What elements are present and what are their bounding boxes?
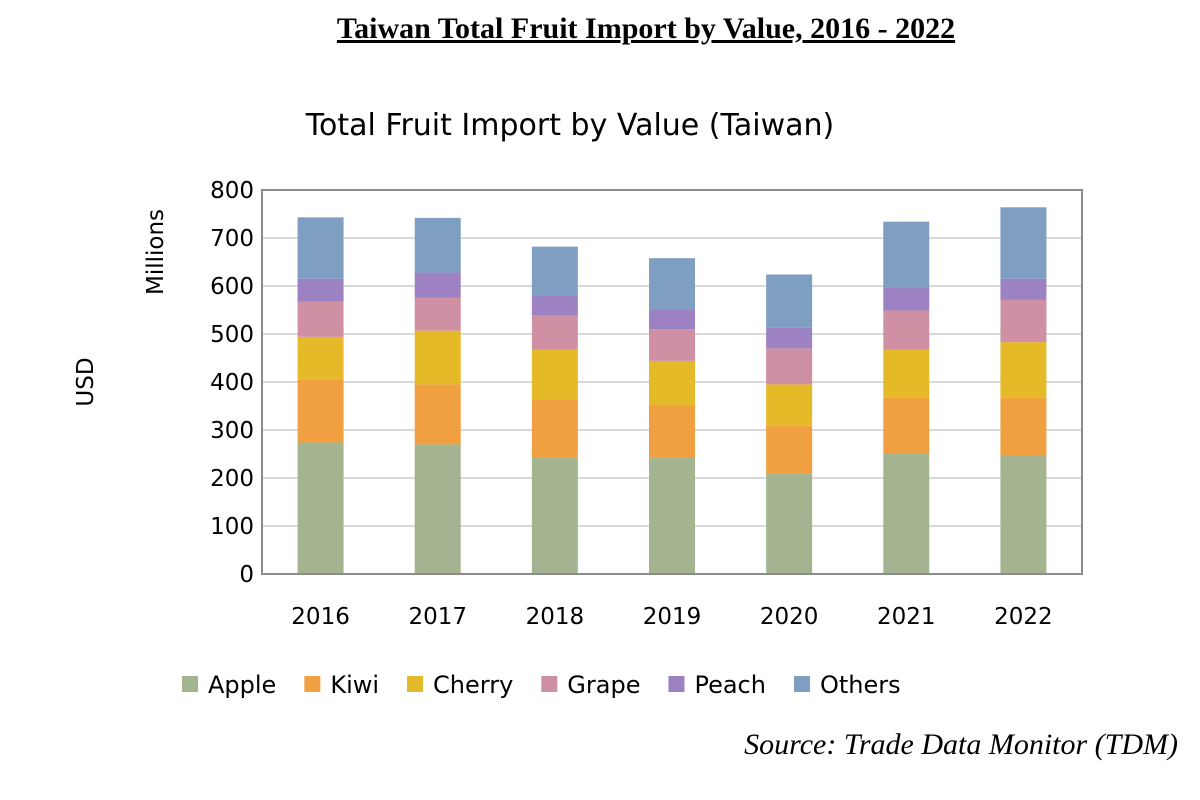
bar-segment-peach-2020 xyxy=(766,327,813,349)
legend-swatch-apple xyxy=(182,676,198,692)
bar-segment-others-2016 xyxy=(297,217,344,279)
bar-segment-apple-2018 xyxy=(531,457,578,574)
y-tick-label: 600 xyxy=(210,274,254,300)
legend-label-others: Others xyxy=(820,671,901,699)
bar-segment-others-2021 xyxy=(883,221,930,288)
bar-segment-apple-2022 xyxy=(1000,455,1047,574)
bar-segment-kiwi-2019 xyxy=(649,405,695,458)
legend-label-grape: Grape xyxy=(567,671,640,699)
x-tick-label: 2021 xyxy=(877,604,936,630)
bar-segment-grape-2022 xyxy=(1000,299,1047,343)
bar-segment-apple-2020 xyxy=(766,473,813,574)
y-axis-unit-label: Millions xyxy=(143,209,169,295)
bar-segment-cherry-2019 xyxy=(649,360,695,406)
bar-segment-kiwi-2021 xyxy=(883,397,930,454)
y-tick-label: 400 xyxy=(210,370,254,396)
bar-segment-peach-2016 xyxy=(297,278,344,302)
page-title: Taiwan Total Fruit Import by Value, 2016… xyxy=(336,12,956,45)
bar-segment-kiwi-2020 xyxy=(766,425,813,474)
bar-segment-kiwi-2017 xyxy=(414,384,461,445)
bar-segment-grape-2019 xyxy=(649,329,695,361)
bar-segment-apple-2017 xyxy=(414,444,461,574)
x-tick-label: 2018 xyxy=(526,604,585,630)
x-tick-label: 2017 xyxy=(408,604,467,630)
y-tick-label: 0 xyxy=(239,562,254,588)
y-tick-label: 200 xyxy=(210,466,254,492)
bar-segment-others-2018 xyxy=(531,246,578,296)
source-note: Source: Trade Data Monitor (TDM) xyxy=(744,728,1178,761)
bar-segment-cherry-2022 xyxy=(1000,342,1047,398)
bar-segment-kiwi-2016 xyxy=(297,379,344,443)
bar-segment-others-2017 xyxy=(414,217,461,273)
bar-segment-kiwi-2022 xyxy=(1000,397,1047,456)
bar-segment-apple-2021 xyxy=(883,453,930,574)
bar-segment-cherry-2020 xyxy=(766,384,813,426)
bar-segment-cherry-2018 xyxy=(531,349,578,400)
bar-segment-apple-2016 xyxy=(297,442,344,574)
bar-segment-peach-2022 xyxy=(1000,278,1047,300)
bar-segment-grape-2018 xyxy=(531,315,578,350)
legend-label-peach: Peach xyxy=(694,671,766,699)
y-tick-label: 500 xyxy=(210,322,254,348)
legend-swatch-kiwi xyxy=(304,676,321,692)
plot-area-border xyxy=(261,189,1083,575)
legend-swatch-others xyxy=(793,676,810,692)
legend-swatch-grape xyxy=(541,676,558,692)
bar-segment-others-2020 xyxy=(766,274,813,328)
chart-title: Total Fruit Import by Value (Taiwan) xyxy=(305,108,835,143)
x-tick-label: 2022 xyxy=(994,604,1053,630)
bar-segment-grape-2017 xyxy=(414,297,461,331)
y-axis-label: USD xyxy=(73,357,99,406)
bar-segment-cherry-2016 xyxy=(297,336,344,380)
legend-label-apple: Apple xyxy=(208,671,276,699)
legend-label-kiwi: Kiwi xyxy=(330,671,379,699)
bar-segment-peach-2021 xyxy=(883,287,930,311)
y-tick-label: 100 xyxy=(210,514,254,540)
y-tick-label: 800 xyxy=(210,178,254,204)
x-tick-label: 2016 xyxy=(291,604,350,630)
y-tick-label: 700 xyxy=(210,226,254,252)
bar-segment-cherry-2021 xyxy=(883,349,930,398)
bar-segment-peach-2018 xyxy=(531,295,578,316)
bar-segment-grape-2021 xyxy=(883,310,930,350)
bar-segment-grape-2020 xyxy=(766,348,813,385)
bar-segment-kiwi-2018 xyxy=(531,399,578,458)
y-tick-label: 300 xyxy=(210,418,254,444)
bar-segment-peach-2017 xyxy=(414,272,461,298)
legend-label-cherry: Cherry xyxy=(433,671,513,699)
x-tick-label: 2019 xyxy=(643,604,702,630)
bar-segment-others-2022 xyxy=(1000,207,1047,279)
bar-segment-cherry-2017 xyxy=(414,330,461,385)
bar-segment-others-2019 xyxy=(649,258,695,310)
bar-segment-apple-2019 xyxy=(649,457,695,574)
bar-segment-peach-2019 xyxy=(649,309,695,330)
legend-swatch-peach xyxy=(668,676,685,692)
legend-swatch-cherry xyxy=(407,676,424,692)
bar-segment-grape-2016 xyxy=(297,301,344,337)
x-tick-label: 2020 xyxy=(760,604,819,630)
